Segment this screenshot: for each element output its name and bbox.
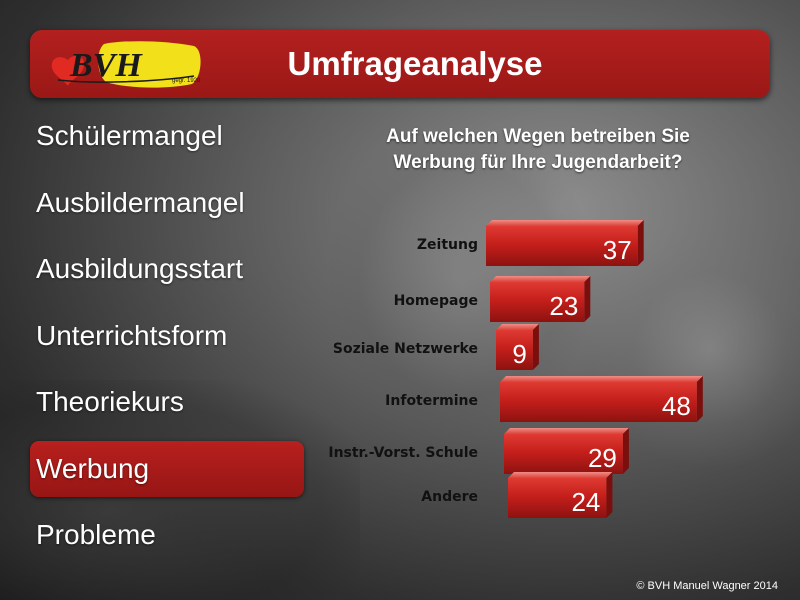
category-label: Andere: [421, 489, 478, 505]
bar: [500, 382, 697, 422]
chart-title-line-1: Auf welchen Wegen betreiben Sie: [386, 126, 690, 147]
side-menu: Schülermangel Ausbildermangel Ausbildung…: [30, 108, 320, 574]
bar-top: [486, 220, 644, 226]
category-label: Soziale Netzwerke: [333, 341, 478, 357]
bar: [496, 330, 533, 370]
menu-item-probleme[interactable]: Probleme: [36, 519, 156, 550]
bar-value-label: 9: [512, 339, 526, 369]
bar-side: [584, 276, 591, 322]
header-bar: BVH gegr. 1920 Umfrageanalyse: [30, 30, 770, 98]
chart-title-line-2: Werbung für Ihre Jugendarbeit?: [393, 152, 683, 173]
menu-item-werbung[interactable]: Werbung: [30, 440, 304, 497]
bar-value-label: 24: [571, 487, 600, 517]
category-label: Instr.-Vorst. Schule: [328, 445, 478, 461]
page-title: Umfrageanalyse: [287, 45, 543, 82]
bar-top: [496, 324, 539, 330]
category-label: Zeitung: [417, 237, 478, 253]
bar-value-label: 23: [549, 291, 578, 321]
bar-top: [508, 472, 613, 478]
bar-side: [606, 472, 613, 518]
bar-top: [490, 276, 591, 282]
bar: [486, 226, 638, 266]
bar: [504, 434, 623, 474]
copyright: © BVH Manuel Wagner 2014: [636, 580, 778, 592]
bar-value-label: 37: [603, 235, 632, 265]
bar-side: [532, 324, 539, 370]
menu-item-ausbildungsstart[interactable]: Ausbildungsstart: [36, 253, 244, 284]
category-label: Homepage: [394, 293, 478, 309]
bar: [490, 282, 585, 322]
menu-item-schuelermangel[interactable]: Schülermangel: [36, 120, 223, 151]
svg-text:gegr. 1920: gegr. 1920: [172, 78, 201, 84]
bar-side: [696, 376, 703, 422]
menu-item-theoriekurs[interactable]: Theoriekurs: [36, 386, 184, 417]
category-label: Infotermine: [385, 393, 478, 409]
menu-item-ausbildermangel[interactable]: Ausbildermangel: [36, 186, 245, 218]
chart-title: Auf welchen Wegen betreiben Sie Werbung …: [338, 124, 738, 176]
bar-top: [500, 376, 703, 382]
bvh-logo: BVH gegr. 1920: [51, 41, 201, 88]
svg-text:BVH: BVH: [69, 47, 143, 84]
bar-side: [622, 428, 629, 474]
bar-side: [637, 220, 644, 266]
bar-top: [504, 428, 629, 434]
bar: [508, 478, 607, 518]
bar-value-label: 48: [662, 391, 691, 421]
bar-value-label: 29: [588, 443, 617, 473]
menu-item-unterrichtsform[interactable]: Unterrichtsform: [36, 319, 228, 351]
